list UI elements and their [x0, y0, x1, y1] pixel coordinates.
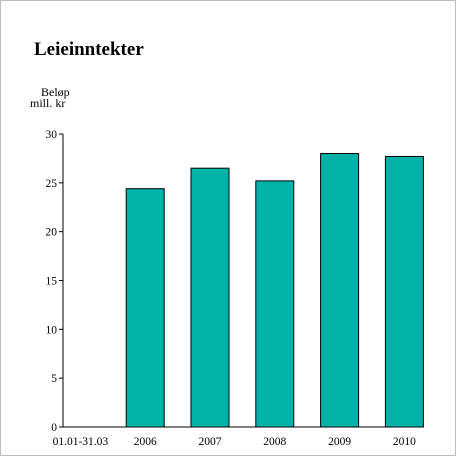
y-axis-label-line-2: mill. kr — [30, 96, 65, 110]
chart-title: Leieinntekter — [34, 39, 144, 60]
y-tick-label-25: 25 — [46, 178, 58, 190]
y-tick-label-10: 10 — [46, 324, 58, 336]
x-tick-label-2010: 2010 — [393, 436, 416, 448]
bar-2006 — [125, 188, 165, 428]
y-tick-label-30: 30 — [46, 129, 58, 141]
x-tick-label-2009: 2009 — [328, 436, 351, 448]
bar-2007 — [190, 167, 230, 428]
y-tick-label-0: 0 — [51, 422, 57, 434]
bar-2009 — [320, 153, 360, 428]
y-axis-ticks: 0 5 10 15 20 25 30 — [46, 129, 63, 434]
x-tick-label-2008: 2008 — [263, 436, 286, 448]
x-tick-label-2007: 2007 — [199, 436, 222, 448]
y-tick-label-15: 15 — [46, 276, 58, 288]
x-tick-label-01.01-31.03: 01.01-31.03 — [53, 436, 109, 448]
bars — [125, 153, 424, 428]
y-tick-label-20: 20 — [46, 227, 58, 239]
bar-2010 — [384, 155, 424, 428]
y-axis-label-line-1: Beløp — [41, 85, 70, 99]
y-tick-label-5: 5 — [51, 373, 57, 385]
bar-2008 — [255, 180, 295, 428]
x-tick-label-2006: 2006 — [134, 436, 157, 448]
x-axis-labels: 01.01-31.03 2006 2007 2008 2009 2010 — [53, 436, 417, 448]
